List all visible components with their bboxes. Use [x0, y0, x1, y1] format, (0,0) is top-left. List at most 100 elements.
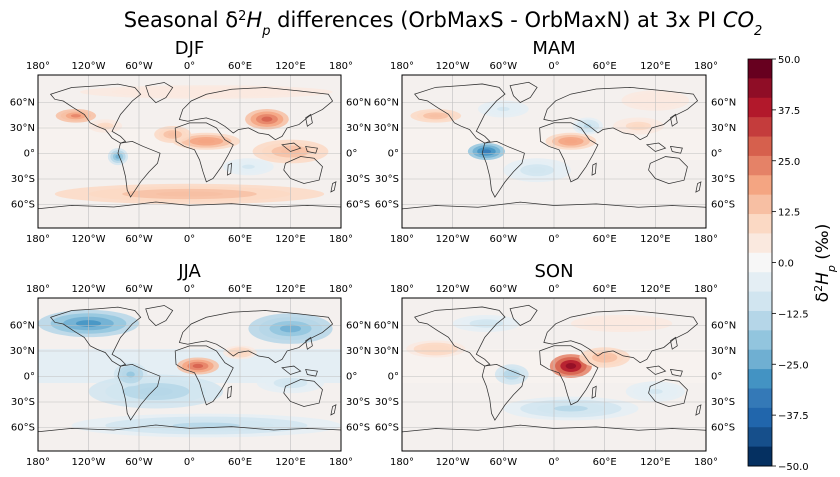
lon-tick-label: 180° — [26, 234, 50, 245]
colorbar-tick-label: 50.0 — [778, 55, 800, 66]
lon-tick-label: 180° — [390, 284, 414, 295]
lat-tick-label: 0° — [346, 372, 357, 383]
lon-tick-label: 120°W — [72, 61, 106, 72]
lat-tick-label: 30°S — [11, 174, 35, 185]
lon-tick-label: 0° — [548, 284, 559, 295]
lon-tick-label: 120°W — [436, 457, 470, 468]
lon-tick-label: 60°W — [125, 61, 153, 72]
lat-tick-label: 30°S — [346, 397, 370, 408]
lat-tick-label: 30°S — [711, 174, 735, 185]
lon-tick-label: 60°W — [490, 457, 518, 468]
lat-tick-label: 30°N — [10, 123, 35, 134]
lon-tick-label: 60°E — [593, 457, 617, 468]
lon-tick-label: 120°E — [640, 61, 670, 72]
lon-tick-label: 120°W — [436, 284, 470, 295]
lon-tick-label: 180° — [26, 284, 50, 295]
lon-tick-label: 180° — [329, 234, 353, 245]
lat-tick-label: 30°S — [346, 174, 370, 185]
lat-tick-label: 60°S — [375, 200, 399, 211]
lon-tick-label: 60°W — [490, 61, 518, 72]
lat-tick-label: 30°N — [346, 123, 371, 134]
lon-tick-label: 60°W — [490, 234, 518, 245]
lon-tick-label: 0° — [184, 284, 195, 295]
lon-tick-label: 60°E — [228, 284, 252, 295]
lon-tick-label: 180° — [390, 234, 414, 245]
lat-tick-label: 60°N — [374, 321, 399, 332]
colorbar-segment — [748, 117, 772, 138]
lat-tick-label: 60°N — [346, 98, 371, 109]
lon-tick-label: 180° — [694, 234, 718, 245]
lat-tick-label: 30°S — [375, 397, 399, 408]
lat-tick-label: 60°N — [711, 98, 736, 109]
map-panel-jja: JJA 180° 180° 120°W 120°W 60°W 60°W 0° 0° 60°E 60°… — [10, 261, 371, 468]
colorbar-tick-label: 37.5 — [778, 106, 800, 117]
lat-tick-label: 0° — [711, 149, 722, 160]
lon-tick-label: 120°E — [275, 61, 305, 72]
colorbar-tick-label: 12.5 — [778, 208, 800, 219]
lat-tick-label: 30°S — [375, 174, 399, 185]
colorbar-segment — [748, 446, 772, 467]
lat-tick-label: 30°N — [374, 123, 399, 134]
lat-tick-label: 30°N — [374, 346, 399, 357]
lat-tick-label: 0° — [388, 149, 399, 160]
lat-tick-label: 60°N — [10, 321, 35, 332]
lon-tick-label: 120°W — [436, 234, 470, 245]
map-panel-djf: DJF 180° 180° 120°W 120°W 60°W 60°W 0° 0° 60°E 60°… — [10, 38, 371, 245]
colorbar-segment — [748, 310, 772, 331]
colorbar-segment — [748, 427, 772, 448]
lat-tick-label: 30°N — [711, 346, 736, 357]
lon-tick-label: 180° — [26, 61, 50, 72]
colorbar-segment — [748, 291, 772, 312]
colorbar-segment — [748, 330, 772, 351]
lon-tick-label: 120°E — [640, 284, 670, 295]
lon-tick-label: 60°E — [593, 61, 617, 72]
map-panel-son: SON 180° 180° 120°W 120°W 60°W 60°W 0° 0° 60°E 60°… — [374, 261, 736, 468]
lon-tick-label: 60°E — [228, 234, 252, 245]
lon-tick-label: 120°W — [72, 457, 106, 468]
colorbar-segment — [748, 233, 772, 254]
lon-tick-label: 0° — [184, 61, 195, 72]
lon-tick-label: 0° — [548, 234, 559, 245]
colorbar-segment — [748, 388, 772, 409]
panel-title: DJF — [175, 38, 205, 59]
lat-tick-label: 30°S — [11, 397, 35, 408]
colorbar-tick-label: −50.0 — [778, 462, 809, 473]
lat-tick-label: 60°S — [346, 200, 370, 211]
lat-tick-label: 0° — [711, 372, 722, 383]
panel-title: MAM — [532, 38, 575, 59]
colorbar-tick-label: 25.0 — [778, 157, 800, 168]
lon-tick-label: 180° — [694, 61, 718, 72]
lon-tick-label: 0° — [184, 457, 195, 468]
panel-title: JJA — [177, 261, 201, 282]
colorbar-segment — [748, 349, 772, 370]
colorbar-segment — [748, 59, 772, 79]
lon-tick-label: 180° — [390, 61, 414, 72]
lat-tick-label: 60°N — [10, 98, 35, 109]
anomaly-field — [38, 298, 341, 451]
lon-tick-label: 60°W — [125, 284, 153, 295]
anomaly-field — [402, 75, 706, 228]
lon-tick-label: 120°W — [72, 284, 106, 295]
lon-tick-label: 120°E — [275, 284, 305, 295]
colorbar-segment — [748, 194, 772, 215]
colorbar-segment — [748, 407, 772, 428]
lat-tick-label: 30°N — [346, 346, 371, 357]
anomaly-field — [402, 298, 706, 451]
lon-tick-label: 120°W — [72, 234, 106, 245]
lon-tick-label: 0° — [548, 457, 559, 468]
lon-tick-label: 180° — [26, 457, 50, 468]
lon-tick-label: 180° — [390, 457, 414, 468]
lon-tick-label: 60°W — [125, 457, 153, 468]
lat-tick-label: 0° — [24, 372, 35, 383]
lon-tick-label: 0° — [184, 234, 195, 245]
figure-title: Seasonal δ2Hp differences (OrbMaxS - Orb… — [124, 8, 763, 39]
lon-tick-label: 60°W — [125, 234, 153, 245]
lat-tick-label: 60°S — [375, 423, 399, 434]
lon-tick-label: 0° — [548, 61, 559, 72]
colorbar-tick-label: −25.0 — [778, 360, 809, 371]
lon-tick-label: 180° — [329, 457, 353, 468]
colorbar-segment — [748, 272, 772, 293]
colorbar-segment — [748, 369, 772, 389]
lon-tick-label: 60°E — [593, 284, 617, 295]
